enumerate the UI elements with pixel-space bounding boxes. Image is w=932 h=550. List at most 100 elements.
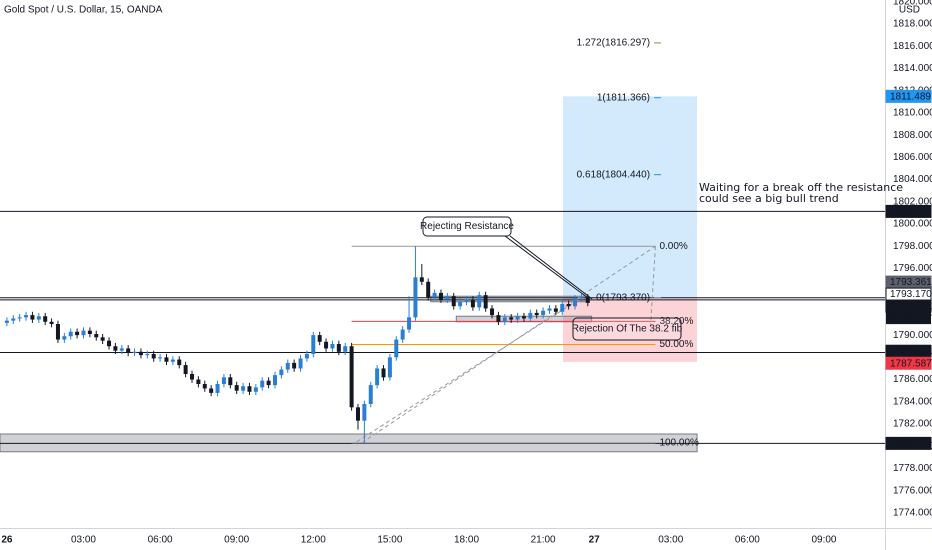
y-tick-label: 1816.000: [893, 41, 932, 52]
callout-text: Rejecting Resistance: [420, 221, 514, 232]
candle-body: [209, 388, 214, 393]
x-tick-label: 09:00: [811, 535, 836, 546]
candle-body: [445, 296, 450, 300]
x-tick-label: 09:00: [224, 535, 249, 546]
candle-body: [266, 380, 271, 386]
currency-label: USD: [899, 5, 920, 16]
candle-body: [119, 348, 124, 351]
price-tag-label: 1788.432: [890, 346, 932, 357]
candle-body: [132, 351, 137, 353]
x-tick-label: 18:00: [454, 535, 479, 546]
y-tick-label: 1778.000: [893, 463, 932, 474]
fib-extension-label: 0(1793.370): [596, 292, 650, 303]
candle-body: [221, 377, 226, 384]
candle-body: [272, 375, 277, 386]
candle-body: [253, 387, 258, 392]
fib-extension-label: 1(1811.366): [597, 92, 650, 103]
candle-body: [30, 315, 35, 320]
candle-body: [400, 329, 405, 340]
candle-body: [215, 384, 220, 393]
trend-line: [361, 245, 656, 444]
y-tick-label: 1804.000: [893, 174, 932, 185]
candle-body: [324, 341, 329, 349]
candle-body: [387, 357, 392, 378]
candle-body: [228, 377, 233, 386]
price-tag-label: 1780.257: [890, 439, 932, 450]
price-tag-label: 1793.361: [890, 277, 932, 288]
candle-body: [509, 317, 514, 320]
candle-body: [336, 344, 341, 352]
candle-body: [298, 358, 303, 369]
trend-line: [356, 299, 580, 443]
price-tag-label: 1811.489: [890, 91, 931, 102]
candle-body: [304, 354, 309, 359]
candle-body: [241, 386, 246, 391]
candle-body: [579, 297, 584, 299]
candle-body: [502, 317, 507, 322]
candle-body: [311, 335, 316, 354]
candle-body: [413, 277, 418, 318]
x-tick-label: 06:00: [735, 535, 760, 546]
x-tick-label: 21:00: [531, 535, 556, 546]
callout-box: [572, 317, 682, 341]
y-tick-label: 1782.000: [893, 419, 932, 430]
candle-body: [94, 334, 99, 338]
candle-body: [4, 320, 9, 323]
candle-body: [330, 344, 335, 349]
candle-body: [279, 369, 284, 376]
candle-body: [432, 292, 437, 298]
price-tag: [885, 89, 932, 103]
candle-body: [585, 297, 590, 303]
candle-body: [202, 384, 207, 389]
countdown-tag: [886, 312, 931, 325]
x-tick-label: 03:00: [658, 535, 683, 546]
candle-body: [534, 312, 539, 316]
plot-area: 0.00% 38.20% 50.00% 100.00% 1.272(1816.297) 1…: [0, 38, 885, 453]
price-tag-label: 1787.587: [890, 358, 932, 369]
candle-body: [234, 385, 239, 391]
y-tick-label: 1820.000: [893, 0, 932, 7]
candle-body: [349, 346, 354, 408]
candle-body: [470, 299, 475, 308]
y-tick-label: 1814.000: [893, 63, 932, 74]
candle-body: [566, 304, 571, 307]
price-tag: [885, 204, 932, 218]
candle-body: [55, 324, 60, 340]
fib-level-label: 100.00%: [659, 438, 699, 449]
candle-body: [419, 277, 424, 282]
candle-body: [496, 315, 501, 322]
callout-box: [422, 216, 512, 237]
candle-body: [490, 308, 495, 316]
x-tick-label: 03:00: [71, 535, 96, 546]
callout-pointer: [509, 235, 593, 300]
y-tick-label: 1784.000: [893, 396, 932, 407]
candle-body: [24, 315, 29, 318]
price-tag-label: 1793.170: [890, 289, 932, 300]
candle-body: [483, 295, 488, 309]
candle-body: [292, 362, 297, 369]
candle-body: [126, 348, 131, 353]
candle-body: [170, 359, 175, 362]
fib-extension-label: 0.618(1804.440): [577, 169, 650, 180]
candle-body: [521, 316, 526, 319]
y-tick-label: 1776.000: [893, 485, 932, 496]
y-tick-label: 1790.000: [893, 330, 932, 341]
candle-body: [317, 335, 322, 342]
note-text: Waiting for a break off the resistance: [699, 181, 903, 194]
candle-body: [426, 281, 431, 298]
candle-body: [75, 331, 80, 336]
callout-text: Rejection Of The 38.2 fib: [572, 324, 683, 335]
candle-body: [17, 317, 22, 319]
x-tick-label: 15:00: [377, 535, 402, 546]
candle-body: [164, 357, 169, 362]
candle-body: [375, 368, 380, 386]
candle-body: [151, 354, 156, 359]
y-tick-label: 1806.000: [893, 152, 932, 163]
candle-body: [458, 301, 463, 307]
candle-body: [138, 351, 143, 356]
candle-body: [394, 339, 399, 358]
candle-body: [43, 316, 48, 322]
candle-body: [464, 299, 469, 302]
y-tick-label: 1796.000: [893, 263, 932, 274]
